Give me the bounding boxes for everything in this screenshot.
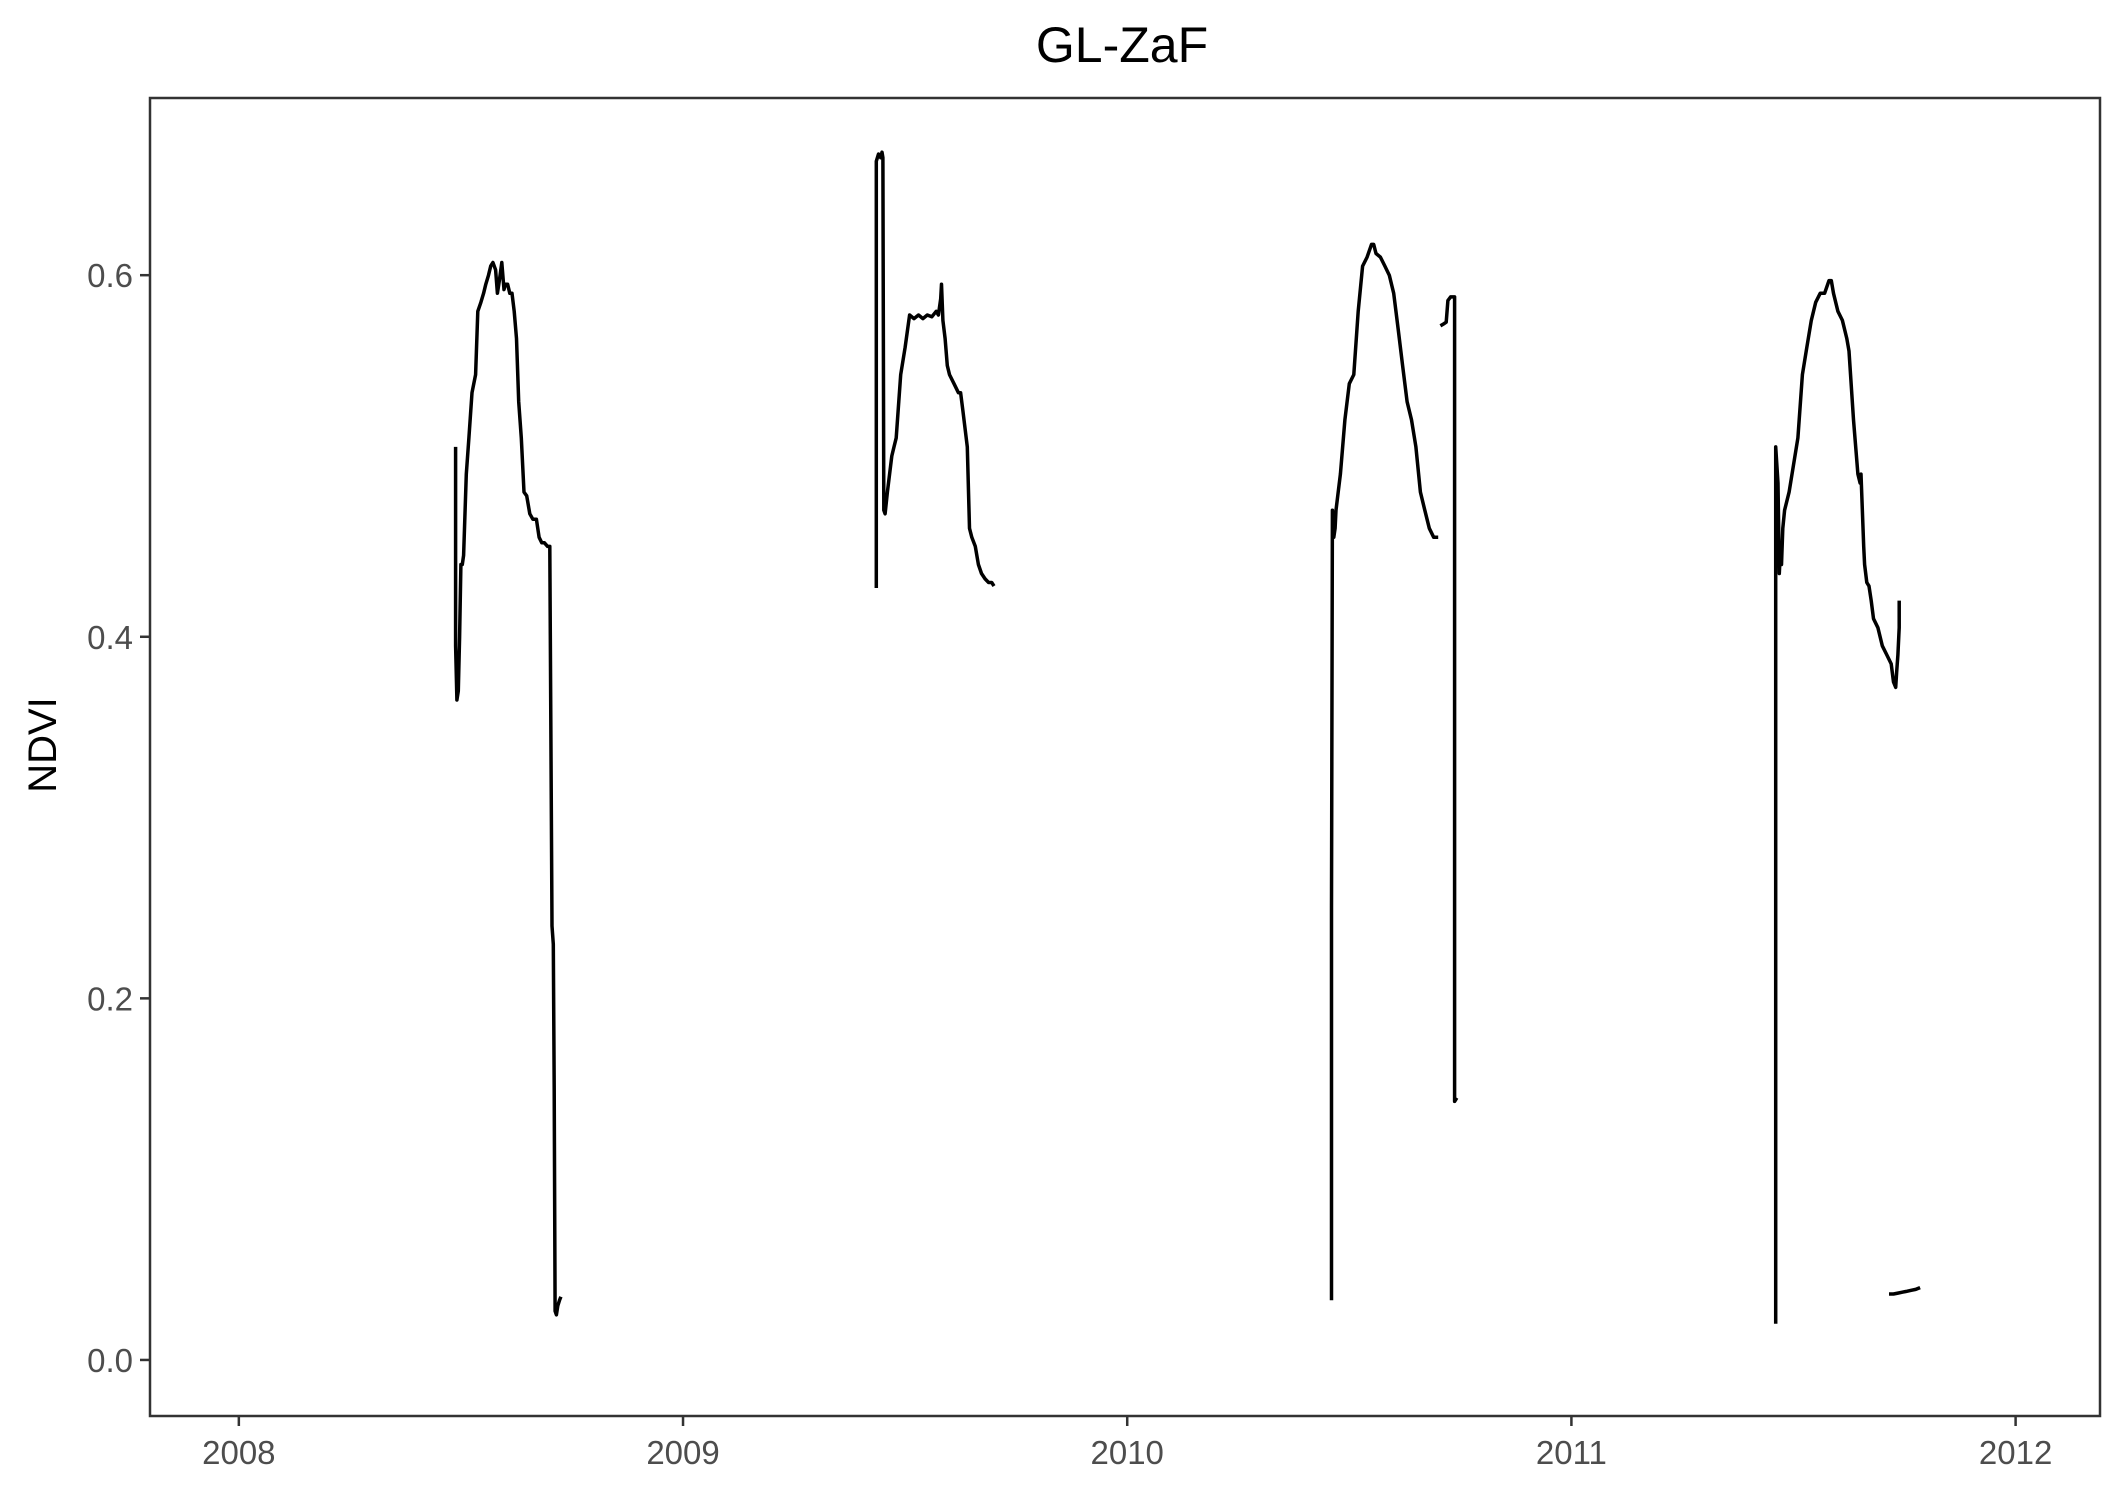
- ndvi-series-line-5: [1773, 278, 1901, 1324]
- x-tick-label: 2012: [1979, 1434, 2052, 1471]
- y-tick-label: 0.2: [87, 980, 133, 1017]
- ndvi-series-line-6: [1889, 1285, 1921, 1296]
- x-tick-label: 2010: [1091, 1434, 1164, 1471]
- axis-ticks: 2008 2009 2010 2011 2012 0.0 0.2 0.4 0.6: [87, 257, 2052, 1471]
- x-tick-label: 2009: [646, 1434, 719, 1471]
- ndvi-series-line-1: [453, 260, 563, 1317]
- y-tick-label: 0.4: [87, 619, 133, 656]
- ndvi-series-line-4: [1439, 295, 1459, 1104]
- y-axis-label: NDVI: [21, 697, 65, 793]
- y-tick-label: 0.6: [87, 257, 133, 294]
- series-group: [453, 150, 1921, 1324]
- x-tick-label: 2011: [1536, 1434, 1607, 1471]
- y-tick-label: 0.0: [87, 1342, 133, 1379]
- ndvi-series-line-3: [1329, 242, 1439, 1301]
- ndvi-series-line-2: [874, 150, 996, 588]
- x-tick-label: 2008: [202, 1434, 275, 1471]
- plot-panel: [148, 96, 2102, 1418]
- chart-title: GL-ZaF: [1036, 17, 1208, 73]
